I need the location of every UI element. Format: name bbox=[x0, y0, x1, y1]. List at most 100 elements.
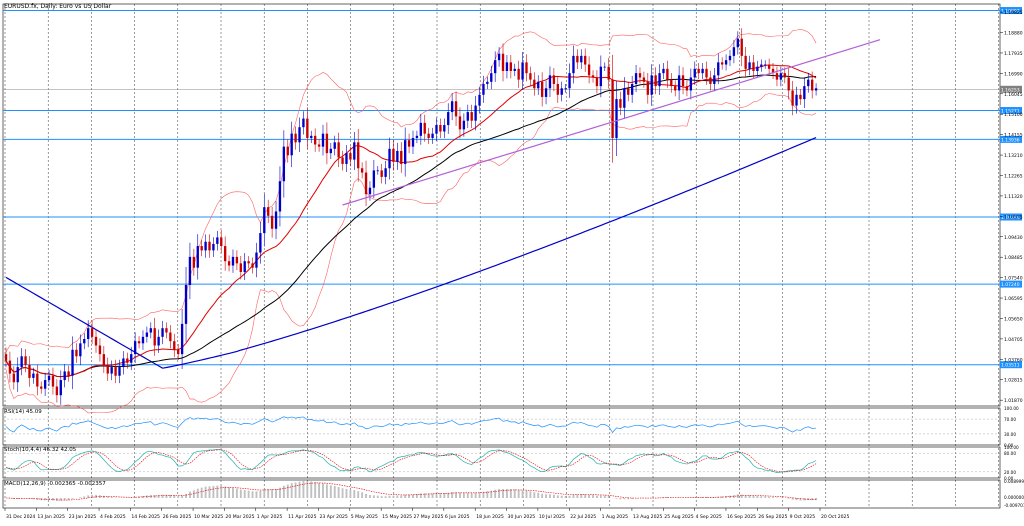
trendline[interactable] bbox=[342, 39, 881, 206]
candle-body bbox=[658, 73, 661, 87]
candle-body bbox=[313, 135, 317, 145]
candle-body bbox=[329, 148, 332, 154]
candle bbox=[345, 145, 348, 173]
candle-body bbox=[286, 146, 289, 156]
candle bbox=[556, 75, 559, 103]
candle-body bbox=[55, 386, 59, 396]
candle-body bbox=[482, 83, 485, 95]
current-price-label: 1.16253 bbox=[1001, 87, 1020, 93]
candle bbox=[650, 64, 653, 106]
candle-body bbox=[783, 73, 786, 78]
candle-body bbox=[693, 68, 696, 78]
candle-body bbox=[130, 354, 133, 363]
candle bbox=[630, 75, 634, 103]
rsi-label: RSI(14) 45.09 bbox=[4, 409, 42, 415]
candle bbox=[360, 162, 364, 179]
candle bbox=[595, 70, 599, 94]
candle bbox=[576, 49, 579, 69]
price-tick-label: 1.17935 bbox=[1004, 51, 1023, 57]
candle bbox=[501, 43, 505, 82]
candle-body bbox=[552, 75, 556, 84]
rsi-tick-label: 70.00 bbox=[1004, 417, 1016, 422]
candle-body bbox=[133, 341, 137, 355]
candle bbox=[149, 322, 152, 339]
candle-body bbox=[677, 75, 681, 91]
candle-body bbox=[184, 284, 188, 324]
candle-body bbox=[259, 233, 262, 253]
candle bbox=[709, 70, 712, 91]
candle-body bbox=[466, 112, 469, 121]
candle bbox=[87, 320, 90, 348]
candle bbox=[419, 114, 423, 145]
candle-body bbox=[75, 349, 78, 357]
macd-tick-label: 0.000000 bbox=[1004, 495, 1024, 500]
candle-body bbox=[165, 328, 168, 333]
candle-body bbox=[368, 187, 372, 195]
candle bbox=[165, 322, 168, 339]
candle-body bbox=[231, 256, 235, 266]
candle bbox=[619, 91, 622, 116]
candle-body bbox=[247, 261, 250, 264]
candle-body bbox=[595, 77, 599, 87]
candle-body bbox=[607, 66, 610, 80]
candle-body bbox=[470, 112, 473, 121]
candle bbox=[400, 142, 403, 173]
candle bbox=[106, 357, 109, 381]
time-tick-label: 18 Jun 2025 bbox=[476, 514, 504, 520]
candle bbox=[192, 248, 196, 276]
level-price-tag bbox=[1000, 135, 1022, 143]
candle bbox=[98, 338, 102, 362]
candle-body bbox=[705, 68, 708, 78]
candle-body bbox=[580, 55, 583, 63]
level-price-label: 1.03511 bbox=[1001, 363, 1020, 369]
candle-body bbox=[462, 120, 466, 130]
candle-body bbox=[200, 246, 203, 251]
candle-body bbox=[505, 62, 509, 71]
stoch-tick-label: 80.00 bbox=[1004, 451, 1016, 456]
candle bbox=[627, 81, 630, 102]
candle-body bbox=[59, 380, 62, 396]
time-axis[interactable]: 31 Dec 2024 13 Jan 2025 23 Jan 2025 4 Feb 2… bbox=[4, 508, 849, 520]
candle bbox=[24, 348, 27, 373]
candle bbox=[243, 253, 246, 281]
candle bbox=[591, 70, 595, 83]
candle bbox=[133, 332, 137, 363]
candle-body bbox=[799, 94, 802, 100]
candle-body bbox=[509, 62, 513, 71]
candle-body bbox=[161, 328, 164, 337]
candle bbox=[560, 81, 563, 102]
price-tick-label: 1.18880 bbox=[1004, 31, 1023, 37]
candle-body bbox=[779, 73, 783, 80]
candle-body bbox=[540, 81, 544, 97]
candle bbox=[8, 351, 12, 383]
candle bbox=[603, 62, 606, 71]
candle-body bbox=[196, 246, 199, 268]
candle-body bbox=[4, 354, 8, 361]
candle-body bbox=[407, 140, 411, 147]
candle-body bbox=[760, 64, 763, 67]
candle-body bbox=[333, 142, 336, 149]
candle-body bbox=[740, 38, 743, 56]
price-tick-label: 1.19825 bbox=[1004, 10, 1023, 16]
time-tick-label: 5 May 2025 bbox=[351, 514, 378, 520]
candle bbox=[423, 114, 426, 142]
candle bbox=[611, 54, 614, 163]
macd-signal-line bbox=[5, 482, 817, 501]
candle bbox=[689, 68, 693, 100]
candle-body bbox=[478, 94, 481, 106]
horizontal-levels[interactable]: 1.19897 1.15271 1.13936 1.10344 1.07240 1.035… bbox=[3, 7, 1022, 369]
price-tick-label: 1.10375 bbox=[1004, 214, 1023, 220]
candle bbox=[67, 365, 70, 382]
price-axis[interactable]: 1.19825 1.18880 1.17935 1.16990 1.16045 1.151… bbox=[1000, 10, 1023, 404]
candle bbox=[200, 240, 203, 257]
time-tick-label: 1 Apr 2025 bbox=[257, 514, 283, 520]
candle-body bbox=[83, 339, 86, 344]
time-tick-label: 23 Apr 2025 bbox=[319, 514, 347, 520]
candle bbox=[458, 107, 462, 139]
candle-body bbox=[458, 116, 462, 130]
candle bbox=[728, 50, 732, 67]
candle-body bbox=[388, 148, 391, 169]
candle bbox=[662, 63, 665, 79]
rising-trendline[interactable] bbox=[342, 39, 881, 206]
